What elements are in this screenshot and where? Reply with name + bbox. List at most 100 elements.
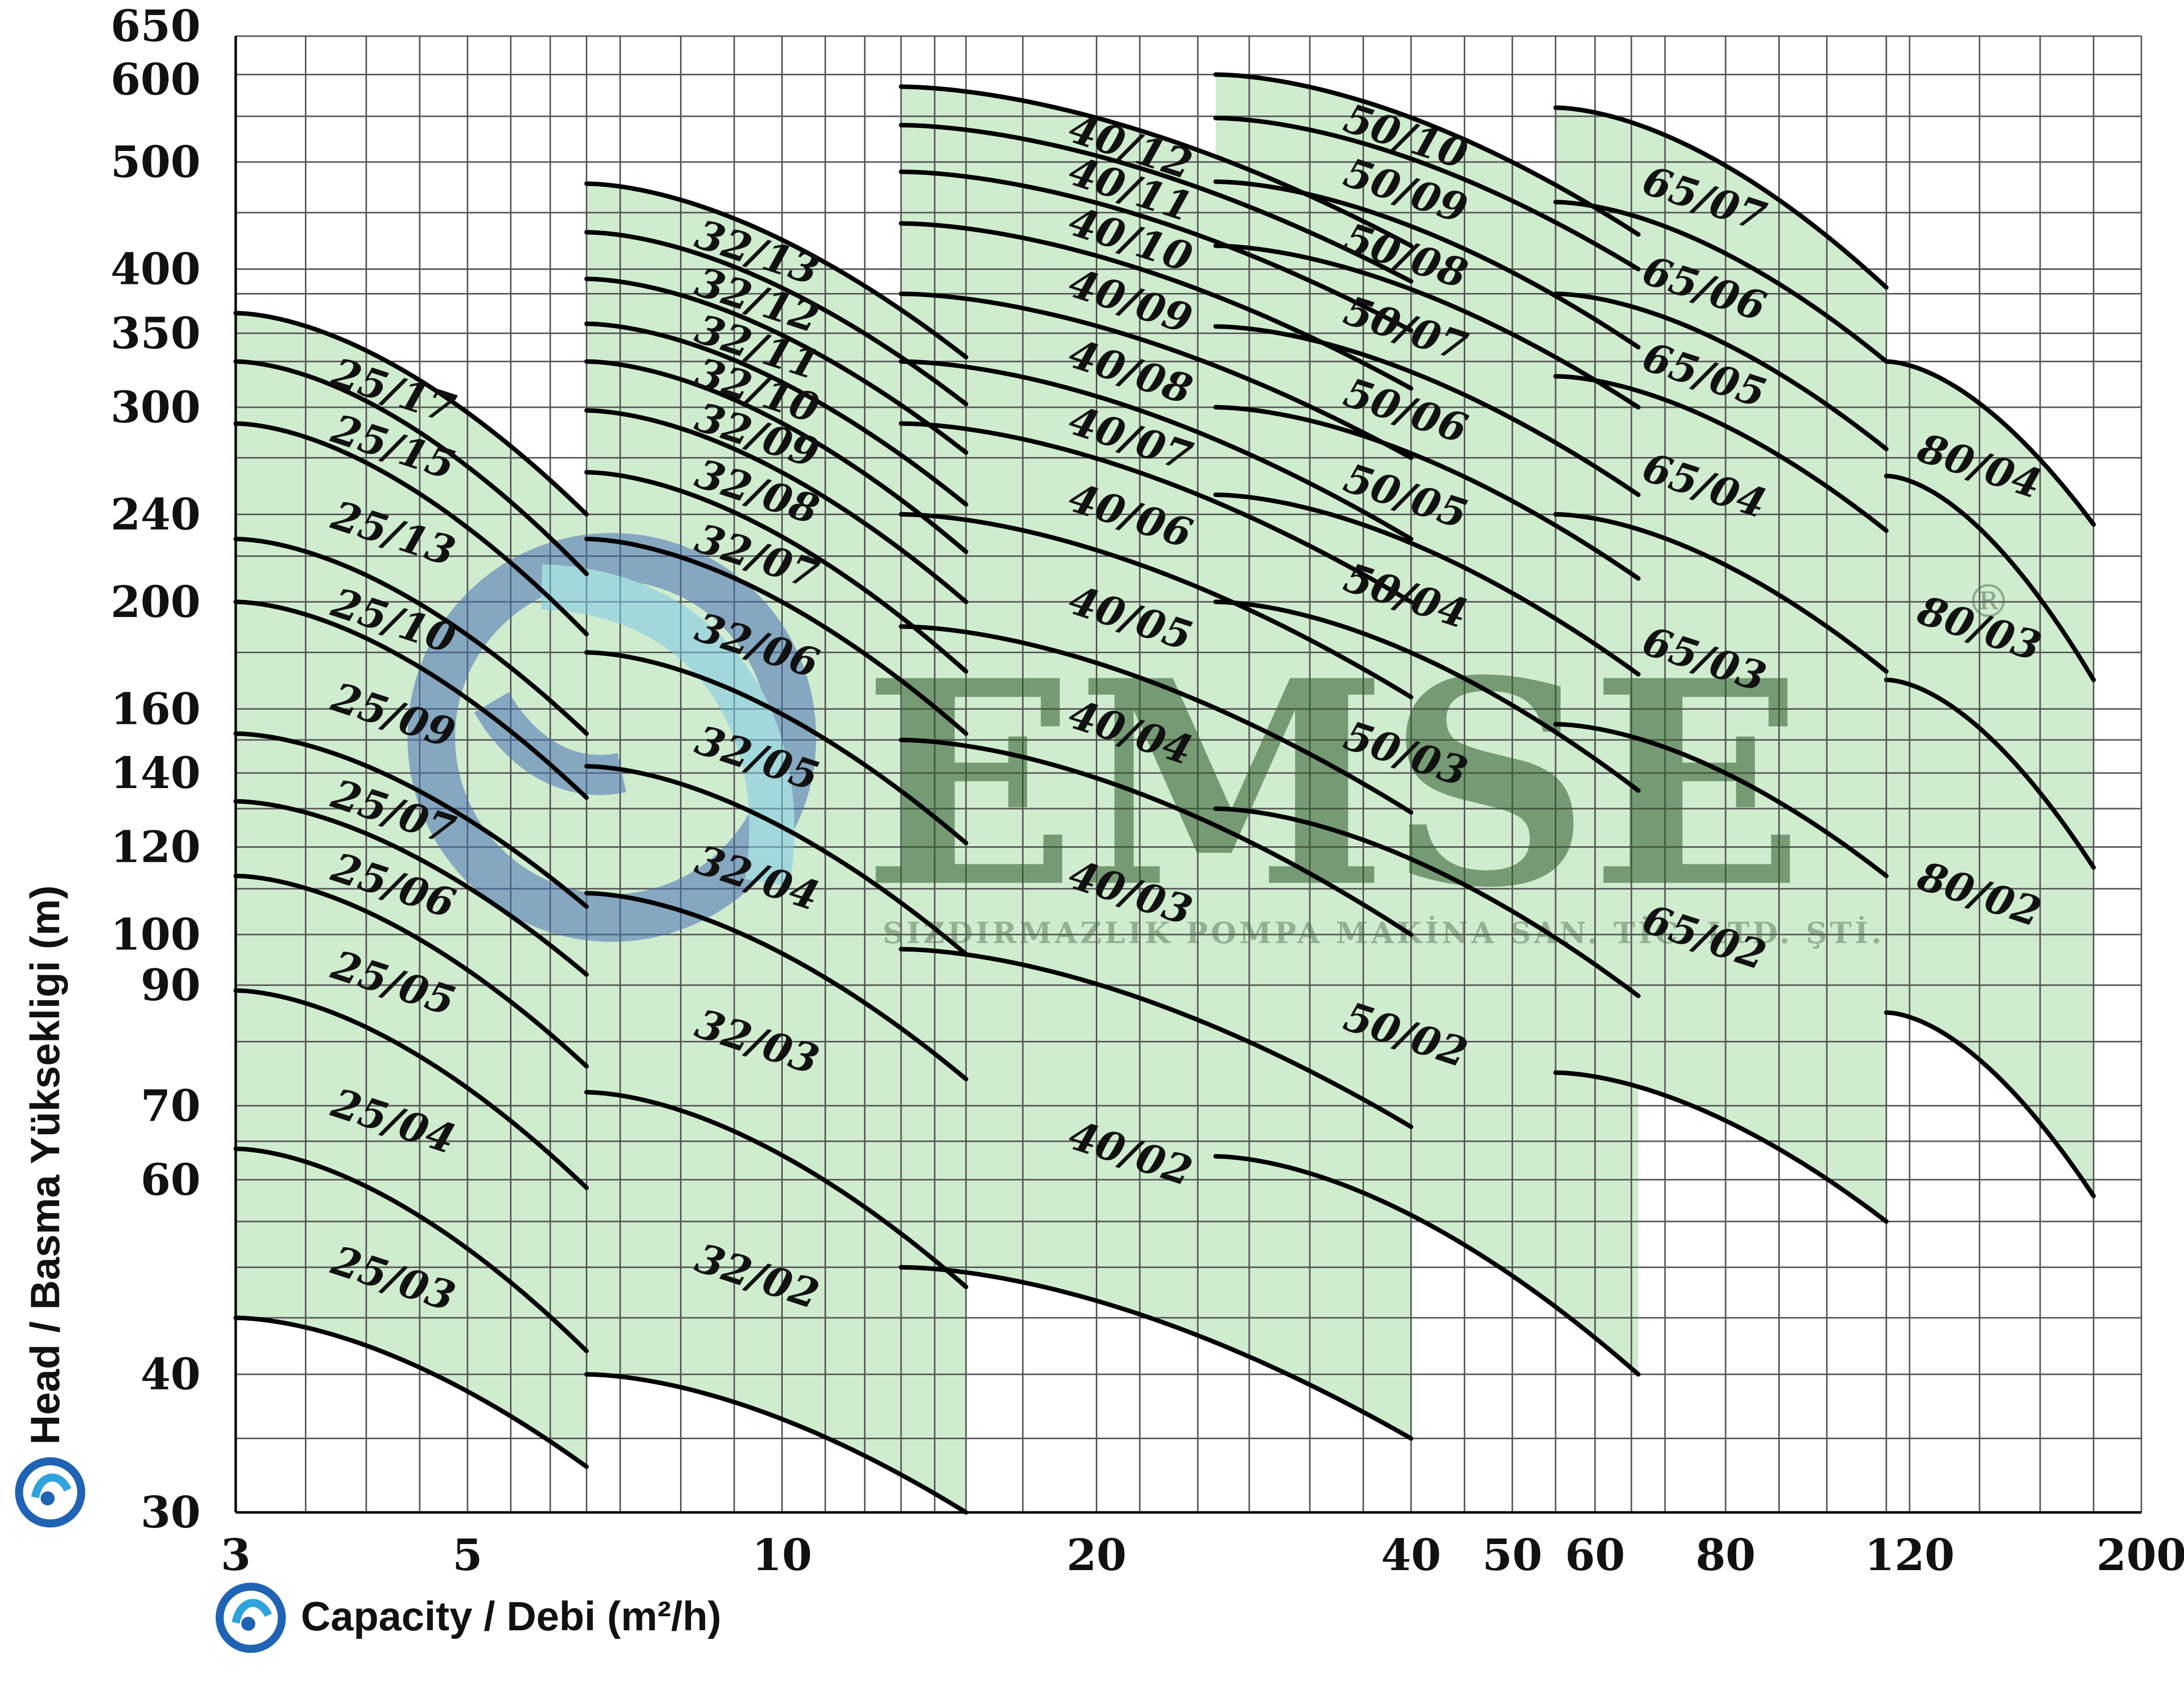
x-tick-label: 5 (452, 1530, 482, 1581)
curve-80-lower (1884, 1010, 2096, 1198)
curve-25/03 (233, 1146, 589, 1353)
curve-65-lower (1553, 1070, 1889, 1224)
curve-40/07 (899, 359, 1414, 541)
x-axis-icon (216, 1583, 286, 1653)
curve-50/06 (1213, 324, 1641, 497)
curve-25/06 (233, 799, 589, 977)
y-tick-label: 650 (110, 1, 201, 52)
curve-25/04 (233, 988, 589, 1190)
curve-80/03 (1884, 474, 2096, 682)
y-tick-label: 240 (110, 489, 201, 540)
curve-32/06 (584, 536, 968, 736)
curve-50/05 (1213, 405, 1641, 581)
y-tick-label: 90 (140, 960, 201, 1011)
curve-65/06 (1553, 200, 1889, 364)
family-band-50 (1216, 74, 1638, 1374)
x-tick-label: 120 (1865, 1530, 1955, 1581)
curve-32/13 (584, 181, 968, 360)
x-tick-label: 200 (2096, 1530, 2184, 1581)
emse-logo-icon (407, 533, 816, 942)
y-axis-title: Head / Basma Yüksekligi (m) (23, 885, 68, 1445)
curve-40/03 (899, 737, 1414, 937)
y-tick-label: 70 (140, 1081, 201, 1131)
curve-40-lower (899, 1265, 1414, 1441)
curve-32/04 (584, 764, 968, 957)
family-band-65 (1555, 107, 1887, 1221)
curve-32/09 (584, 359, 968, 554)
y-tick-label: 350 (110, 308, 201, 359)
curve-50/10 (1213, 72, 1641, 237)
y-tick-label: 120 (110, 822, 201, 873)
curve-50/03 (1213, 599, 1641, 793)
y-tick-label: 200 (110, 577, 201, 628)
curve-50/09 (1213, 115, 1641, 271)
y-tick-label: 400 (110, 244, 201, 295)
curve-32/07 (584, 470, 968, 674)
curve-40/10 (899, 169, 1414, 333)
curve-25/07 (233, 731, 589, 909)
y-tick-label: 100 (110, 909, 201, 960)
curve-65/03 (1553, 512, 1889, 674)
curve-40/08 (899, 291, 1414, 460)
curve-32/03 (584, 891, 968, 1082)
y-tick-label: 600 (110, 55, 201, 105)
y-tick-label: 160 (110, 684, 201, 734)
curve-25-lower (233, 1315, 589, 1469)
curve-32/02 (584, 1090, 968, 1289)
curve-80/02 (1884, 677, 2096, 870)
curve-40/02 (899, 947, 1414, 1129)
curve-32/08 (584, 408, 968, 604)
y-tick-label: 60 (140, 1155, 201, 1205)
family-band-80 (1886, 361, 2094, 1196)
performance-curves (233, 72, 2096, 1515)
curve-40/11 (899, 122, 1414, 284)
curve-25/15 (233, 359, 589, 576)
x-tick-label: 50 (1482, 1530, 1543, 1581)
watermark-brand: EMSE (863, 620, 1804, 950)
x-tick-label: 10 (752, 1530, 812, 1581)
grid-lines (234, 35, 2142, 1514)
curve-32/05 (584, 650, 968, 846)
axis-titles: Head / Basma Yüksekligi (m) Capacity / D… (15, 885, 721, 1653)
y-tick-label: 500 (110, 137, 201, 188)
curve-80/04 (1884, 359, 2096, 527)
curve-50/07 (1213, 243, 1641, 410)
y-tick-label: 40 (140, 1349, 201, 1400)
x-tick-label: 20 (1067, 1530, 1127, 1581)
curve-40/06 (899, 421, 1414, 604)
curve-65/07 (1553, 105, 1889, 290)
watermark-tagline: SIZDIRMAZLIK POMPA MAKİNA SAN. TİC. LTD.… (883, 915, 1885, 950)
curve-65/04 (1553, 374, 1889, 533)
curve-65/02 (1553, 722, 1889, 878)
curve-40/05 (899, 512, 1414, 700)
curve-50/04 (1213, 492, 1641, 677)
emse-watermark: EMSE ® SIZDIRMAZLIK POMPA MAKİNA SAN. Tİ… (407, 533, 2011, 950)
curve-32/12 (584, 230, 968, 406)
curve-50/08 (1213, 179, 1641, 350)
curve-32-lower (584, 1372, 968, 1515)
curve-65/05 (1553, 291, 1889, 451)
x-tick-label: 60 (1565, 1530, 1625, 1581)
y-tick-label: 30 (140, 1487, 201, 1538)
curve-32/10 (584, 321, 968, 507)
x-tick-label: 40 (1381, 1530, 1441, 1581)
curve-40/04 (899, 624, 1414, 815)
x-axis-title: Capacity / Debi (m²/h) (301, 1594, 721, 1639)
curve-25/05 (233, 873, 589, 1069)
y-tick-label: 140 (110, 748, 201, 799)
x-tick-label: 3 (221, 1530, 251, 1581)
curve-25/13 (233, 421, 589, 637)
curve-50-lower (1213, 1154, 1641, 1377)
curve-40/12 (899, 84, 1414, 248)
watermark-registered: ® (1966, 575, 2011, 628)
curve-25/10 (233, 536, 589, 736)
x-tick-label: 80 (1696, 1530, 1756, 1581)
curve-32/11 (584, 276, 968, 455)
curve-25/09 (233, 599, 589, 800)
curve-50/02 (1213, 806, 1641, 998)
y-tick-label: 300 (110, 382, 201, 433)
y-axis-icon (15, 1457, 85, 1527)
curve-25/17 (233, 311, 589, 517)
